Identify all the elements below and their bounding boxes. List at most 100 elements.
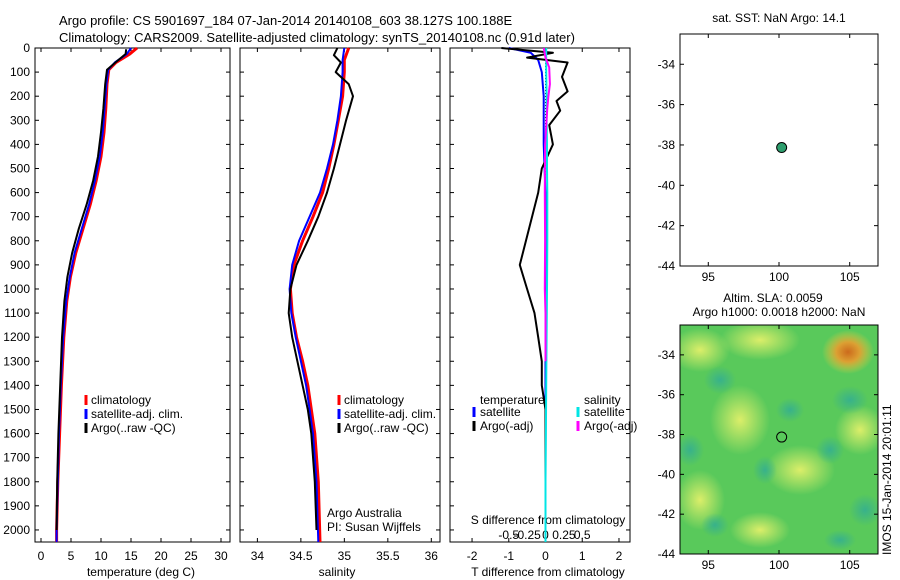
series-line-argo-raw-qc- [287, 47, 354, 531]
depth-tick-label: 600 [10, 186, 30, 200]
depth-tick-label: 1300 [3, 354, 30, 368]
map-lon-label: 95 [702, 270, 716, 284]
legend-label-argo: Argo(..raw -QC) [91, 421, 176, 435]
depth-tick-label: 1000 [3, 282, 30, 296]
difference-tick-label: -1 [503, 549, 514, 563]
sst-map-title: sat. SST: NaN Argo: 14.1 [712, 11, 846, 25]
depth-tick-label: 700 [10, 210, 30, 224]
difference-tick-label: -2 [467, 549, 478, 563]
salinity-legend: climatology satellite-adj. clim. Argo(..… [337, 393, 436, 435]
depth-tick-label: 1200 [3, 330, 30, 344]
depth-tick-label: 100 [10, 65, 30, 79]
map-lat-label: -40 [658, 467, 676, 481]
salinity-tick-label: 34.5 [289, 549, 313, 563]
map-lon-label: 95 [702, 558, 716, 572]
map-lon-label: 105 [840, 558, 860, 572]
legend-label-s-satellite: satellite [584, 405, 625, 419]
figure-title-line2: Climatology: CARS2009. Satellite-adjuste… [59, 30, 575, 45]
figure-title-line1: Argo profile: CS 5901697_184 07-Jan-2014… [59, 13, 513, 28]
temperature-tick-label: 15 [124, 549, 138, 563]
temperature-tick-label: 20 [154, 549, 168, 563]
sla-map-subtitle: Argo h1000: 0.0018 h2000: NaN [693, 305, 866, 319]
depth-tick-label: 300 [10, 113, 30, 127]
pi-label: PI: Susan Wijffels [327, 520, 421, 534]
temperature-tick-label: 0 [38, 549, 45, 563]
depth-tick-label: 1400 [3, 378, 30, 392]
series-line-climatology [288, 47, 351, 543]
legend-label-satellite: satellite-adj. clim. [344, 407, 436, 421]
map-lon-label: 105 [840, 270, 860, 284]
map-lon-label: 100 [769, 270, 789, 284]
map-lat-label: -38 [658, 428, 676, 442]
difference-tick-label: 1 [579, 549, 586, 563]
map-lat-label: -36 [658, 98, 676, 112]
depth-tick-label: 1700 [3, 451, 30, 465]
argo-australia-label: Argo Australia [327, 506, 402, 520]
series-line-satellite-adj-clim- [288, 47, 346, 543]
legend-label-satellite: satellite-adj. clim. [91, 407, 183, 421]
difference-axes [449, 47, 631, 543]
chart-marks: 0100200300400500600700800900100011001200… [3, 34, 878, 572]
depth-tick-label: 1800 [3, 475, 30, 489]
depth-tick-label: 1100 [4, 306, 30, 320]
depth-tick-label: 2000 [3, 523, 30, 537]
legend-label-argo: Argo(..raw -QC) [344, 421, 429, 435]
legend-label-s-argo: Argo(-adj) [584, 419, 637, 433]
depth-tick-label: 200 [10, 89, 30, 103]
depth-tick-label: 500 [10, 161, 30, 175]
map-lat-label: -38 [658, 138, 676, 152]
salinity-tick-label: 36 [425, 549, 439, 563]
map-lat-label: -40 [658, 178, 676, 192]
depth-tick-label: 1900 [3, 499, 30, 513]
map-lat-label: -42 [658, 219, 676, 233]
depth-tick-label: 0 [23, 41, 30, 55]
series-line-t-argo-adj- [501, 47, 569, 506]
map-lat-label: -36 [658, 388, 676, 402]
temperature-xlabel: temperature (deg C) [87, 565, 195, 579]
argo-location-marker [776, 142, 788, 154]
difference-tick2-label: 0.5 [574, 528, 591, 542]
sla-heatmap [680, 325, 878, 554]
temperature-tick-label: 25 [184, 549, 198, 563]
map-lat-label: -42 [658, 507, 676, 521]
legend-label-t-satellite: satellite [480, 405, 521, 419]
difference-xlabel: T difference from climatology [471, 565, 625, 579]
difference-tick2-label: -0.5 [498, 528, 519, 542]
temperature-tick-label: 5 [68, 549, 75, 563]
difference-tick-label: 0 [542, 549, 549, 563]
series-line-s-satellite [544, 48, 549, 542]
temperature-tick-label: 30 [214, 549, 228, 563]
salinity-axes [239, 47, 441, 543]
temperature-tick-label: 10 [94, 549, 108, 563]
legend-title-temperature: temperature [480, 393, 545, 407]
depth-tick-label: 800 [10, 234, 30, 248]
salinity-tick-label: 35.5 [376, 549, 400, 563]
series-line-s-argo-adj- [542, 47, 551, 362]
difference-xlabel2: S difference from climatology [471, 513, 626, 527]
salinity-xlabel: salinity [319, 565, 356, 579]
temperature-legend: climatology satellite-adj. clim. Argo(..… [84, 393, 183, 435]
map-lat-label: -34 [658, 57, 676, 71]
map-lon-label: 100 [769, 558, 789, 572]
salinity-tick-label: 35 [338, 549, 352, 563]
legend-label-climatology: climatology [91, 393, 151, 407]
imos-timestamp: IMOS 15-Jan-2014 20:01:11 [880, 404, 894, 555]
legend-label-climatology: climatology [344, 393, 404, 407]
difference-tick-label: 2 [616, 549, 623, 563]
argo-location-marker [776, 431, 788, 443]
depth-tick-label: 1600 [3, 427, 30, 441]
sla-map-title: Altim. SLA: 0.0059 [723, 291, 823, 305]
depth-tick-label: 400 [10, 137, 30, 151]
salinity-tick-label: 34 [251, 549, 265, 563]
difference-tick2-label: -0.25 [513, 528, 541, 542]
series-line-argo-raw-qc- [55, 49, 128, 531]
map-lat-label: -34 [658, 348, 676, 362]
map-lat-label: -44 [658, 259, 676, 273]
depth-tick-label: 1500 [3, 402, 30, 416]
legend-label-t-argo: Argo(-adj) [480, 419, 533, 433]
depth-tick-label: 900 [10, 258, 30, 272]
map-lat-label: -44 [658, 547, 676, 561]
difference-tick2-label: 0.25 [552, 528, 576, 542]
legend-title-salinity: salinity [584, 393, 621, 407]
